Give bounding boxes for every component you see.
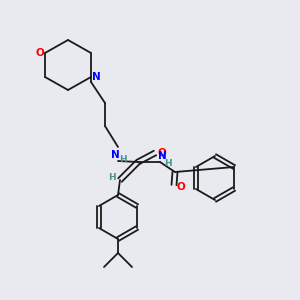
- Text: H: H: [108, 172, 116, 182]
- Text: O: O: [158, 148, 166, 158]
- Text: H: H: [164, 160, 172, 169]
- Text: O: O: [36, 48, 44, 58]
- Text: H: H: [119, 154, 127, 164]
- Text: N: N: [92, 72, 100, 82]
- Text: O: O: [177, 182, 185, 192]
- Text: N: N: [111, 150, 119, 160]
- Text: N: N: [158, 151, 166, 161]
